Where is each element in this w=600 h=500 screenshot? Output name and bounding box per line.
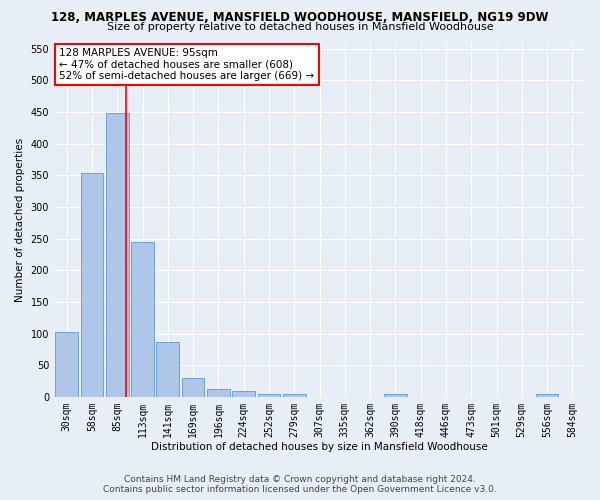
Bar: [106, 114, 128, 397]
Text: Size of property relative to detached houses in Mansfield Woodhouse: Size of property relative to detached ho…: [107, 22, 493, 32]
Text: 128, MARPLES AVENUE, MANSFIELD WOODHOUSE, MANSFIELD, NG19 9DW: 128, MARPLES AVENUE, MANSFIELD WOODHOUSE…: [51, 11, 549, 24]
Bar: [157, 342, 179, 397]
Bar: [55, 332, 78, 397]
Text: Contains HM Land Registry data © Crown copyright and database right 2024.
Contai: Contains HM Land Registry data © Crown c…: [103, 474, 497, 494]
Bar: [131, 242, 154, 397]
Bar: [182, 378, 205, 397]
Bar: [384, 394, 407, 397]
Bar: [207, 388, 230, 397]
Bar: [232, 391, 255, 397]
Y-axis label: Number of detached properties: Number of detached properties: [15, 138, 25, 302]
Bar: [80, 174, 103, 397]
Bar: [536, 394, 559, 397]
X-axis label: Distribution of detached houses by size in Mansfield Woodhouse: Distribution of detached houses by size …: [151, 442, 488, 452]
Bar: [257, 394, 280, 397]
Text: 128 MARPLES AVENUE: 95sqm
← 47% of detached houses are smaller (608)
52% of semi: 128 MARPLES AVENUE: 95sqm ← 47% of detac…: [59, 48, 314, 81]
Bar: [283, 394, 305, 397]
